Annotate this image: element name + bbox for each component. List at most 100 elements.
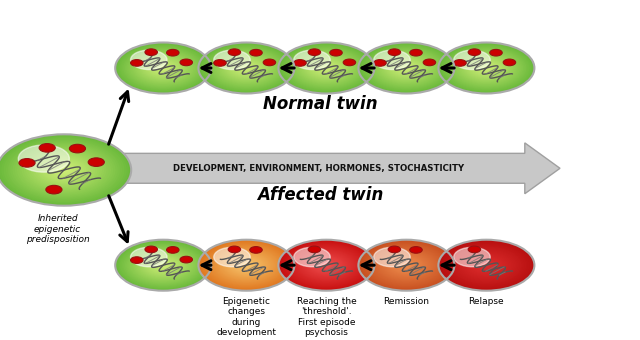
Circle shape	[381, 252, 432, 279]
Circle shape	[288, 48, 365, 88]
Circle shape	[451, 246, 522, 284]
Circle shape	[44, 159, 84, 181]
Circle shape	[138, 252, 189, 279]
Circle shape	[445, 243, 528, 287]
Circle shape	[118, 44, 208, 92]
Text: Reaching the
'threshold'.
First episode
psychosis: Reaching the 'threshold'. First episode …	[296, 297, 356, 337]
Circle shape	[283, 45, 370, 91]
Circle shape	[226, 57, 268, 79]
Circle shape	[385, 254, 428, 276]
Circle shape	[379, 251, 434, 279]
Circle shape	[141, 56, 186, 80]
Circle shape	[148, 61, 178, 75]
Circle shape	[242, 65, 252, 71]
Circle shape	[366, 244, 447, 286]
Circle shape	[365, 46, 448, 90]
Circle shape	[454, 50, 490, 69]
Circle shape	[26, 150, 102, 190]
Circle shape	[308, 246, 321, 253]
Circle shape	[46, 160, 82, 180]
Circle shape	[200, 241, 293, 290]
Circle shape	[115, 42, 211, 94]
Circle shape	[250, 246, 262, 253]
Circle shape	[448, 48, 525, 88]
Circle shape	[49, 162, 80, 178]
Circle shape	[387, 58, 426, 78]
Circle shape	[234, 61, 259, 75]
Circle shape	[456, 52, 517, 84]
Circle shape	[308, 58, 344, 78]
Circle shape	[449, 48, 523, 88]
Circle shape	[392, 61, 421, 75]
Circle shape	[58, 167, 70, 173]
Circle shape	[42, 158, 86, 182]
Circle shape	[470, 257, 502, 274]
Circle shape	[454, 51, 518, 85]
Circle shape	[221, 54, 272, 82]
Circle shape	[212, 50, 280, 86]
Circle shape	[142, 254, 184, 276]
Circle shape	[466, 57, 507, 79]
Circle shape	[374, 59, 387, 66]
Circle shape	[403, 66, 410, 70]
Circle shape	[343, 59, 356, 66]
Circle shape	[387, 255, 426, 275]
Circle shape	[206, 244, 287, 286]
Circle shape	[291, 246, 362, 284]
Circle shape	[136, 54, 191, 82]
Circle shape	[12, 143, 116, 197]
Circle shape	[402, 65, 412, 71]
Circle shape	[131, 59, 143, 66]
Circle shape	[374, 50, 410, 69]
Circle shape	[136, 251, 191, 279]
Circle shape	[368, 48, 445, 88]
Circle shape	[468, 256, 504, 275]
Circle shape	[306, 254, 347, 276]
Circle shape	[288, 245, 365, 286]
Circle shape	[440, 44, 532, 93]
Circle shape	[454, 248, 518, 282]
Text: Relapse: Relapse	[468, 297, 504, 306]
Circle shape	[468, 246, 481, 253]
Circle shape	[294, 248, 330, 267]
Circle shape	[140, 252, 187, 278]
Circle shape	[302, 252, 351, 278]
Circle shape	[400, 65, 413, 71]
Circle shape	[46, 185, 62, 194]
Circle shape	[142, 57, 184, 79]
Circle shape	[0, 134, 131, 206]
Circle shape	[122, 243, 205, 287]
Circle shape	[224, 253, 269, 277]
Circle shape	[388, 58, 424, 78]
Circle shape	[238, 261, 255, 269]
Circle shape	[150, 258, 176, 272]
Circle shape	[362, 44, 451, 92]
Circle shape	[324, 67, 328, 69]
Circle shape	[371, 49, 442, 87]
Circle shape	[323, 66, 330, 70]
Circle shape	[467, 58, 506, 78]
Circle shape	[312, 258, 340, 273]
Circle shape	[120, 242, 206, 288]
Circle shape	[229, 256, 264, 275]
Circle shape	[451, 49, 522, 87]
Circle shape	[394, 61, 419, 75]
Circle shape	[282, 44, 371, 92]
Circle shape	[323, 264, 330, 267]
Circle shape	[447, 244, 526, 286]
Circle shape	[312, 61, 340, 75]
Circle shape	[461, 54, 512, 82]
Circle shape	[388, 49, 401, 55]
Circle shape	[39, 143, 55, 152]
Circle shape	[51, 163, 77, 177]
Circle shape	[154, 260, 173, 270]
Circle shape	[319, 261, 334, 269]
Circle shape	[229, 58, 264, 78]
Circle shape	[280, 241, 372, 290]
Circle shape	[166, 49, 179, 56]
Circle shape	[390, 59, 422, 76]
Circle shape	[214, 50, 250, 69]
Circle shape	[296, 249, 357, 282]
Circle shape	[315, 62, 338, 74]
Circle shape	[298, 53, 355, 83]
